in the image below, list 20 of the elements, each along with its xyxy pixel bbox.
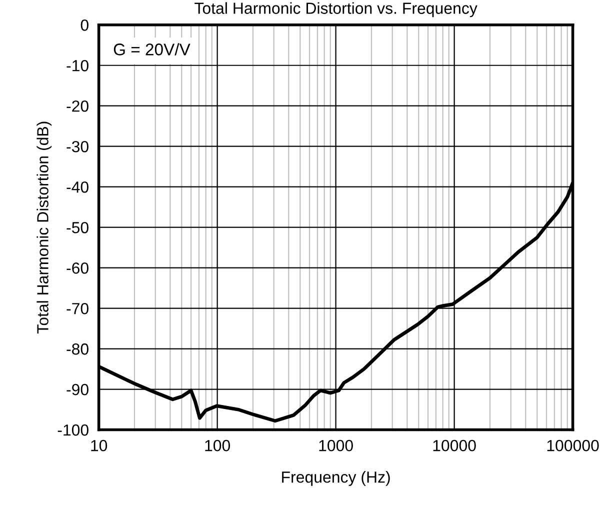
y-tick-label: -90 xyxy=(66,384,88,396)
y-tick-label: -100 xyxy=(58,424,88,436)
y-tick-label: -10 xyxy=(66,60,88,72)
y-tick-label: -40 xyxy=(66,181,88,193)
x-tick-label: 10000 xyxy=(433,440,476,452)
y-tick-label: -70 xyxy=(66,302,88,314)
x-tick-label: 10 xyxy=(91,440,108,452)
y-tick-label: -60 xyxy=(66,262,88,274)
y-tick-label: 0 xyxy=(80,20,88,31)
y-axis-title: Total Harmonic Distortion (dB) xyxy=(36,122,52,334)
y-tick-label: -80 xyxy=(66,343,88,355)
y-tick-label: -30 xyxy=(66,140,88,152)
y-tick-label: -20 xyxy=(66,100,88,112)
x-tick-label: 1000 xyxy=(319,440,353,452)
x-tick-label: 100 xyxy=(205,440,230,452)
annotation: G = 20V/V xyxy=(114,43,190,56)
x-axis-title: Frequency (Hz) xyxy=(282,471,390,486)
x-tick-label: 100000 xyxy=(547,440,599,452)
chart-title: Total Harmonic Distortion vs. Frequency xyxy=(194,2,478,18)
y-tick-label: -50 xyxy=(66,222,88,234)
